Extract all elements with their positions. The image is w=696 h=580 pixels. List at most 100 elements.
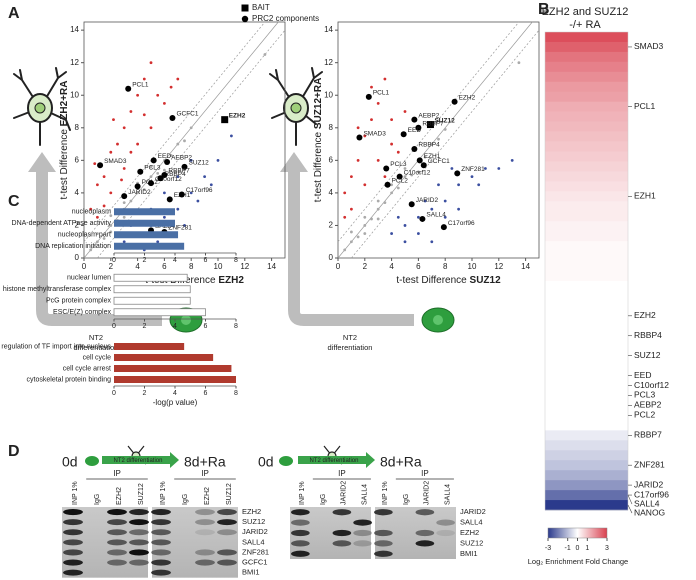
- data-point: [390, 191, 393, 195]
- prc2-point: [365, 93, 372, 100]
- band: [151, 569, 171, 576]
- prc2-point: [181, 163, 188, 170]
- lane-label: IgG: [94, 494, 101, 505]
- band: [151, 559, 171, 566]
- row-label: EZH2: [460, 528, 479, 537]
- band: [63, 549, 83, 556]
- x-tick-label: 12: [240, 262, 249, 271]
- data-point: [176, 207, 180, 211]
- data-point: [363, 232, 367, 235]
- x-tick-label: 2: [143, 257, 147, 264]
- lane-label: INP 1%: [299, 481, 306, 505]
- point-label: EZH2: [229, 112, 246, 119]
- x-tick-label: 12: [494, 262, 503, 271]
- point-label: C10orf12: [155, 176, 182, 183]
- category-label: positive regulation of TF import into nu…: [0, 343, 111, 350]
- data-point: [163, 215, 166, 219]
- band: [415, 509, 435, 516]
- data-point: [189, 191, 193, 195]
- prc2-point: [411, 145, 418, 152]
- y-tick-label: 10: [70, 90, 79, 99]
- heatmap-cell: [545, 101, 628, 112]
- data-point: [477, 183, 481, 187]
- plot-frame: [337, 21, 540, 259]
- x-tick-label: 14: [267, 262, 276, 271]
- data-point: [443, 215, 447, 219]
- heatmap-cell: [545, 320, 628, 332]
- ip-label: IP: [201, 469, 209, 478]
- band: [63, 569, 83, 576]
- heatmap-cell: [545, 350, 628, 361]
- prc2-point: [134, 183, 141, 190]
- neuron-icon: [13, 67, 71, 146]
- band: [217, 519, 237, 526]
- y-tick-label: 4: [329, 188, 334, 197]
- data-point: [390, 118, 393, 122]
- heatmap-cell: [545, 290, 628, 302]
- y-tick-label: 12: [70, 58, 79, 67]
- band: [63, 509, 83, 516]
- point-label: PCL1: [132, 81, 149, 88]
- point-label: SMAD3: [104, 158, 127, 165]
- data-point: [142, 77, 146, 81]
- band: [332, 509, 352, 516]
- gene-label: PCL3: [634, 390, 656, 400]
- lane-label: IgG: [320, 494, 327, 505]
- band: [129, 559, 149, 566]
- data-point: [169, 85, 173, 89]
- point-label: EED: [158, 153, 172, 160]
- data-point: [363, 183, 367, 187]
- ip-label: IP: [113, 469, 121, 478]
- category-label: nuclear lumen: [67, 275, 111, 282]
- data-point: [89, 207, 93, 211]
- y-tick-label: 8: [75, 123, 80, 132]
- point-label: EZH1: [424, 153, 441, 160]
- bait-point: [426, 121, 434, 129]
- gene-label: AEBP2: [634, 400, 662, 410]
- y-tick-label: 0: [75, 253, 80, 262]
- prc2-point: [166, 196, 173, 203]
- bar: [114, 231, 179, 239]
- data-point: [96, 232, 99, 235]
- data-point: [122, 126, 126, 130]
- data-point: [403, 167, 407, 170]
- data-point: [343, 215, 347, 219]
- band: [374, 550, 393, 557]
- data-point: [122, 201, 126, 205]
- band: [291, 550, 310, 557]
- heatmap-cell: [545, 251, 628, 262]
- bar: [113, 296, 191, 305]
- heatmap-cell: [545, 121, 628, 132]
- data-point: [350, 240, 353, 244]
- colorbar-tick-label: 3: [605, 545, 609, 552]
- band: [415, 540, 435, 547]
- data-point: [497, 167, 501, 170]
- gene-label: PCL2: [634, 410, 656, 420]
- point-label: EED: [408, 127, 422, 134]
- reference-line: [337, 21, 533, 259]
- band: [107, 539, 127, 546]
- differentiation-arrow: [28, 152, 162, 326]
- point-label: SMAD3: [363, 130, 386, 137]
- heatmap-cell: [545, 271, 628, 282]
- heatmap-cell: [545, 171, 628, 182]
- panel-label: B: [538, 1, 550, 18]
- gene-label: JARID2: [634, 479, 664, 489]
- heatmap-cell: [545, 470, 628, 481]
- data-point: [102, 175, 106, 179]
- data-point: [363, 134, 367, 138]
- band: [107, 529, 127, 536]
- legend-marker: [241, 4, 249, 12]
- x-tick-label: 4: [173, 323, 177, 330]
- data-point: [343, 191, 347, 195]
- row-label: EZH2: [242, 507, 261, 516]
- band: [107, 549, 127, 556]
- arrow-label: NT2: [89, 333, 103, 342]
- neuron-icon: [269, 67, 323, 146]
- data-point: [450, 167, 454, 170]
- band: [291, 519, 310, 526]
- prc2-point: [161, 171, 168, 178]
- prc2-point: [383, 165, 390, 172]
- point-label: C17orf96: [448, 220, 475, 227]
- differentiation-arrow: [298, 452, 375, 468]
